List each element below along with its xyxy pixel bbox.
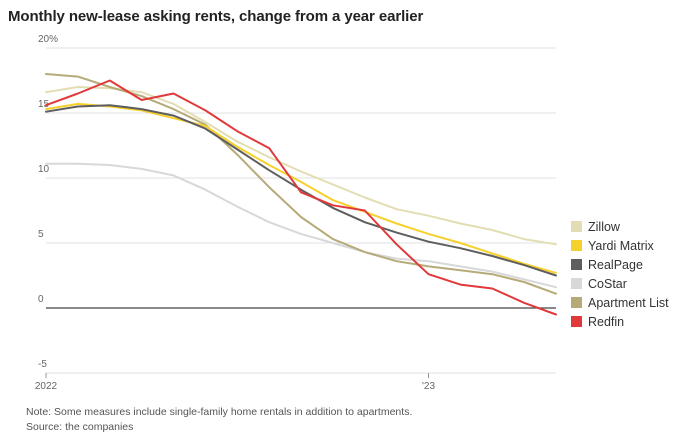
legend-swatch-realpage — [571, 259, 582, 270]
legend-label-redfin: Redfin — [588, 315, 624, 329]
legend-label-zillow: Zillow — [588, 220, 621, 234]
legend-swatch-redfin — [571, 316, 582, 327]
legend-swatch-costar — [571, 278, 582, 289]
legend-label-apartment-list: Apartment List — [588, 296, 669, 310]
series-line-realpage — [45, 104, 557, 277]
y-tick-label: 0 — [38, 294, 44, 305]
y-tick-label: -5 — [38, 359, 47, 370]
series-lines — [45, 73, 557, 316]
series-line-yardi-matrix — [45, 102, 557, 274]
legend-label-realpage: RealPage — [588, 258, 643, 272]
source-text: Source: the companies — [26, 421, 134, 433]
legend: Zillow Yardi Matrix RealPage CoStar Apartmen… — [571, 220, 669, 329]
footnotes: Note: Some measures include single-famil… — [26, 405, 412, 435]
y-axis-ticks: -5 0 5 10 15 20% — [38, 34, 58, 370]
y-tick-label: 10 — [38, 164, 50, 175]
x-axis-ticks: 2022 '23 — [35, 373, 435, 392]
note-text: Note: Some measures include single-famil… — [26, 406, 413, 418]
series-line-zillow — [45, 86, 557, 246]
chart-title: Monthly new-lease asking rents, change f… — [8, 8, 424, 25]
y-tick-label: 15 — [38, 99, 50, 110]
y-tick-label: 5 — [38, 229, 44, 240]
legend-swatch-zillow — [571, 221, 582, 232]
x-tick-label: 2022 — [35, 381, 58, 392]
line-chart: -5 0 5 10 15 20% 2022 '23 Zillow Yardi Matrix Re… — [35, 34, 669, 392]
legend-swatch-apartment-list — [571, 297, 582, 308]
y-tick-label: 20% — [38, 34, 58, 45]
legend-swatch-yardi-matrix — [571, 240, 582, 251]
series-line-costar — [45, 162, 557, 289]
gridlines — [46, 47, 556, 374]
x-tick-label: '23 — [422, 381, 435, 392]
series-line-redfin — [45, 79, 557, 316]
legend-label-costar: CoStar — [588, 277, 627, 291]
legend-label-yardi-matrix: Yardi Matrix — [588, 239, 655, 253]
